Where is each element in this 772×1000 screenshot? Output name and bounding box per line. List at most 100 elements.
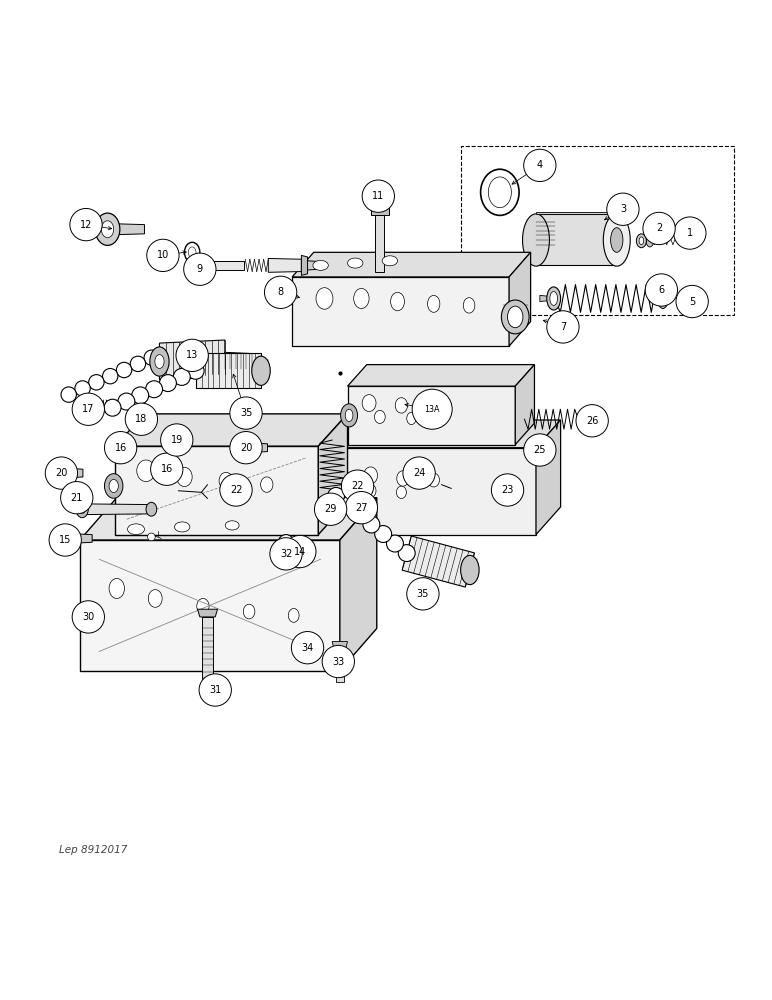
Text: 16: 16	[161, 464, 173, 474]
Polygon shape	[160, 340, 225, 380]
Ellipse shape	[147, 533, 155, 541]
Ellipse shape	[428, 473, 439, 487]
Ellipse shape	[362, 395, 376, 412]
Ellipse shape	[374, 526, 391, 542]
Ellipse shape	[238, 438, 252, 458]
Circle shape	[265, 276, 296, 308]
Polygon shape	[509, 252, 530, 346]
Ellipse shape	[232, 476, 248, 496]
Circle shape	[607, 193, 639, 225]
Text: 17: 17	[82, 404, 94, 414]
Ellipse shape	[173, 368, 190, 385]
Ellipse shape	[95, 213, 120, 245]
Ellipse shape	[365, 484, 376, 497]
Circle shape	[322, 645, 354, 678]
Ellipse shape	[523, 214, 550, 266]
Circle shape	[147, 239, 179, 272]
Ellipse shape	[279, 535, 293, 550]
Polygon shape	[225, 352, 259, 371]
Ellipse shape	[550, 292, 557, 305]
Ellipse shape	[586, 413, 598, 430]
Polygon shape	[60, 468, 83, 478]
Polygon shape	[292, 277, 509, 346]
Ellipse shape	[340, 497, 357, 514]
Circle shape	[176, 339, 208, 372]
Text: 11: 11	[372, 191, 384, 201]
Ellipse shape	[137, 412, 147, 422]
Text: 10: 10	[157, 250, 169, 260]
Circle shape	[492, 474, 523, 506]
Ellipse shape	[636, 234, 646, 248]
Text: 26: 26	[586, 416, 598, 426]
Text: 4: 4	[537, 160, 543, 170]
Ellipse shape	[160, 375, 176, 392]
Polygon shape	[347, 365, 534, 386]
Circle shape	[61, 482, 93, 514]
Text: 35: 35	[240, 408, 252, 418]
Ellipse shape	[395, 398, 408, 413]
Circle shape	[72, 601, 104, 633]
Ellipse shape	[53, 463, 66, 483]
Ellipse shape	[117, 362, 132, 378]
Polygon shape	[540, 295, 555, 302]
Text: 2: 2	[656, 223, 662, 233]
Circle shape	[523, 149, 556, 182]
Circle shape	[676, 285, 708, 318]
Text: 31: 31	[209, 685, 222, 695]
Text: 16: 16	[114, 443, 127, 453]
Ellipse shape	[327, 487, 344, 504]
Ellipse shape	[146, 502, 157, 516]
Ellipse shape	[428, 401, 439, 415]
Circle shape	[412, 389, 452, 429]
Ellipse shape	[292, 546, 303, 557]
Circle shape	[151, 453, 183, 485]
Circle shape	[184, 253, 216, 285]
Polygon shape	[115, 414, 347, 446]
Text: 8: 8	[278, 287, 283, 297]
Ellipse shape	[166, 460, 172, 469]
Bar	[462, 146, 734, 315]
Ellipse shape	[236, 481, 244, 492]
Polygon shape	[515, 365, 534, 445]
Text: 12: 12	[80, 220, 92, 230]
Ellipse shape	[155, 355, 164, 368]
Circle shape	[407, 578, 439, 610]
Polygon shape	[536, 420, 560, 535]
Text: 20: 20	[56, 468, 68, 478]
Circle shape	[199, 674, 232, 706]
Ellipse shape	[347, 258, 363, 268]
Polygon shape	[213, 261, 244, 270]
Ellipse shape	[109, 578, 124, 598]
Circle shape	[314, 493, 347, 525]
Circle shape	[547, 311, 579, 343]
Ellipse shape	[489, 177, 511, 208]
Ellipse shape	[79, 505, 85, 514]
Polygon shape	[347, 386, 515, 445]
Text: 20: 20	[240, 443, 252, 453]
Circle shape	[161, 424, 193, 456]
Ellipse shape	[148, 590, 162, 607]
Text: 15: 15	[59, 535, 72, 545]
Ellipse shape	[340, 404, 357, 427]
Ellipse shape	[374, 410, 385, 423]
Ellipse shape	[639, 237, 644, 245]
Ellipse shape	[288, 608, 299, 622]
Ellipse shape	[611, 228, 623, 252]
Circle shape	[576, 405, 608, 437]
Polygon shape	[375, 215, 384, 272]
Circle shape	[645, 274, 678, 306]
Polygon shape	[80, 498, 377, 540]
Ellipse shape	[396, 486, 406, 498]
Polygon shape	[198, 609, 218, 617]
Circle shape	[674, 217, 706, 249]
Ellipse shape	[461, 555, 479, 585]
Text: 35: 35	[417, 589, 429, 599]
Circle shape	[125, 403, 157, 435]
Ellipse shape	[351, 507, 368, 523]
Ellipse shape	[547, 287, 560, 310]
Text: 14: 14	[293, 547, 306, 557]
Ellipse shape	[89, 375, 104, 390]
Ellipse shape	[150, 347, 169, 376]
Polygon shape	[245, 442, 268, 453]
Ellipse shape	[363, 516, 380, 533]
